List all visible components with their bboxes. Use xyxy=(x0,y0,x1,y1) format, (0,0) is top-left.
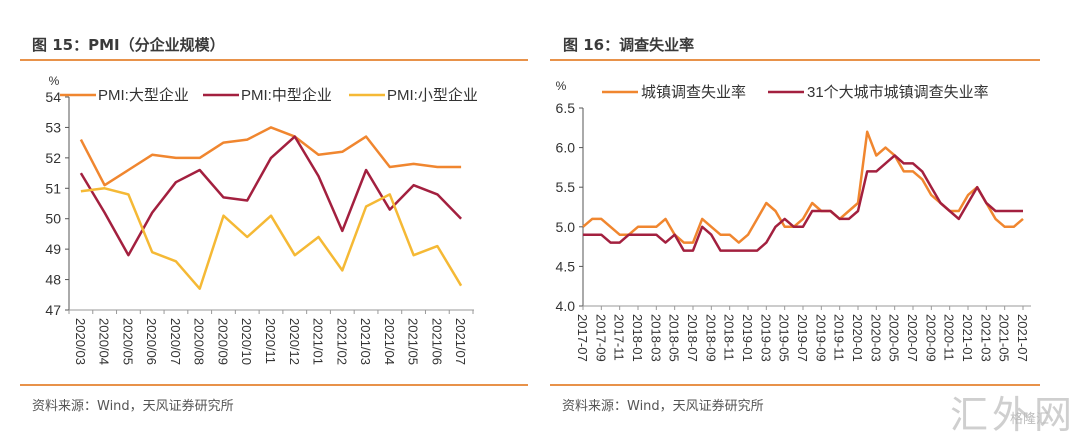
y-tick-label: 50 xyxy=(45,211,61,227)
y-tick-label: 4.5 xyxy=(556,258,576,274)
x-tick-label: 2020/07 xyxy=(168,318,183,365)
series-line-large xyxy=(79,126,462,187)
x-tick-label: 2018-07 xyxy=(685,314,700,362)
legend-label-small: PMI:小型企业 xyxy=(387,86,478,104)
series-line-city31 xyxy=(583,154,1023,252)
x-tick-label: 2021/07 xyxy=(453,318,468,365)
x-tick-label: 2018-01 xyxy=(630,314,645,362)
x-tick-label: 2021/06 xyxy=(429,318,444,365)
y-tick-label: 47 xyxy=(45,302,61,318)
y-tick-label: 54 xyxy=(45,89,61,105)
x-tick-label: 2021/05 xyxy=(406,318,421,365)
x-tick-label: 2018-05 xyxy=(667,314,682,362)
series-line-small xyxy=(80,187,463,290)
y-tick-label: 5.0 xyxy=(556,219,576,235)
x-tick-label: 2017-07 xyxy=(575,314,590,362)
x-tick-label: 2018-11 xyxy=(722,314,737,361)
x-tick-label: 2020-11 xyxy=(942,314,957,361)
x-tick-label: 2019-05 xyxy=(777,314,792,362)
x-tick-label: 2019-09 xyxy=(813,314,828,362)
y-tick-label: 6.0 xyxy=(556,140,576,156)
x-tick-label: 2018-09 xyxy=(703,314,718,362)
y-tick-label: 52 xyxy=(45,150,61,166)
y-tick-label: 49 xyxy=(45,241,61,257)
y-tick-label: 48 xyxy=(45,272,61,288)
legend-label-large: PMI:大型企业 xyxy=(98,86,189,104)
title-divider xyxy=(550,59,1040,61)
source-note: 资料来源：Wind，天风证券研究所 xyxy=(562,399,764,414)
series-line-medium xyxy=(79,135,462,257)
x-tick-label: 2021/02 xyxy=(334,318,349,365)
unemployment-chart: 4.0 4.5 5.0 5.5 6.0 6.5% 2017-07 2017-09 2017-11… xyxy=(556,79,1031,362)
x-tick-label: 2021/01 xyxy=(311,318,326,365)
source-note: 资料来源：Wind，天风证券研究所 xyxy=(32,399,234,414)
x-tick-label: 2021-03 xyxy=(978,314,993,362)
x-tick-label: 2021-05 xyxy=(997,314,1012,362)
y-unit-label: % xyxy=(556,79,567,93)
x-tick-label: 2020/12 xyxy=(287,318,302,365)
x-tick-label: 2020/11 xyxy=(263,318,278,364)
figure-16-panel: 图 16：调查失业率 4.0 4.5 5.0 5.5 6.0 6.5% 2017-07 201… xyxy=(540,0,1080,433)
x-tick-label: 2020/04 xyxy=(97,318,112,365)
x-tick-label: 2020/03 xyxy=(73,318,88,365)
figure-15-panel: 图 15：PMI（分企业规模） 47 48 49 50 51 52 53 54% 2020/03… xyxy=(0,0,540,433)
x-tick-label: 2021/03 xyxy=(358,318,373,365)
x-tick-label: 2020/06 xyxy=(144,318,159,365)
x-tick-label: 2020/09 xyxy=(215,318,230,365)
x-tick-label: 2017-11 xyxy=(612,314,627,361)
y-tick-label: 6.5 xyxy=(556,100,576,116)
figure-16-title: 图 16：调查失业率 xyxy=(563,36,695,54)
x-tick-label: 2020-07 xyxy=(905,314,920,362)
legend-label-urban: 城镇调查失业率 xyxy=(641,84,746,101)
x-tick-label: 2020-09 xyxy=(923,314,938,362)
y-tick-label: 5.5 xyxy=(556,179,576,195)
x-tick-label: 2018-03 xyxy=(648,314,663,362)
watermark-sub: 格隆汇 xyxy=(1010,412,1050,427)
x-tick-label: 2019-11 xyxy=(832,314,847,361)
legend-label-medium: PMI:中型企业 xyxy=(241,86,332,104)
x-tick-label: 2017-09 xyxy=(593,314,608,362)
y-tick-label: 4.0 xyxy=(556,298,576,314)
x-tick-label: 2019-07 xyxy=(795,314,810,362)
x-tick-label: 2020/08 xyxy=(192,318,207,365)
watermark-logo: 汇外网 xyxy=(950,393,1077,437)
y-unit-label: % xyxy=(49,74,60,88)
x-tick-label: 2021-01 xyxy=(960,314,975,362)
pmi-chart: 47 48 49 50 51 52 53 54% 2020/03 2020/04 2020/05 20… xyxy=(45,74,478,365)
title-divider xyxy=(20,59,528,61)
figure-15-title: 图 15：PMI（分企业规模） xyxy=(32,36,225,54)
x-tick-label: 2020/10 xyxy=(239,318,254,365)
y-tick-label: 53 xyxy=(45,119,61,135)
legend-label-city31: 31个大城市城镇调查失业率 xyxy=(807,84,989,101)
x-tick-label: 2021-07 xyxy=(1015,314,1030,362)
x-tick-label: 2019-03 xyxy=(758,314,773,362)
x-tick-label: 2021/04 xyxy=(382,318,397,365)
y-tick-label: 51 xyxy=(45,180,61,196)
source-divider xyxy=(550,384,1040,386)
x-tick-label: 2020-05 xyxy=(887,314,902,362)
x-tick-label: 2020-03 xyxy=(868,314,883,362)
x-tick-label: 2019-01 xyxy=(740,314,755,362)
x-tick-label: 2020-01 xyxy=(850,314,865,362)
x-tick-label: 2020/05 xyxy=(120,318,135,365)
source-divider xyxy=(20,384,528,386)
